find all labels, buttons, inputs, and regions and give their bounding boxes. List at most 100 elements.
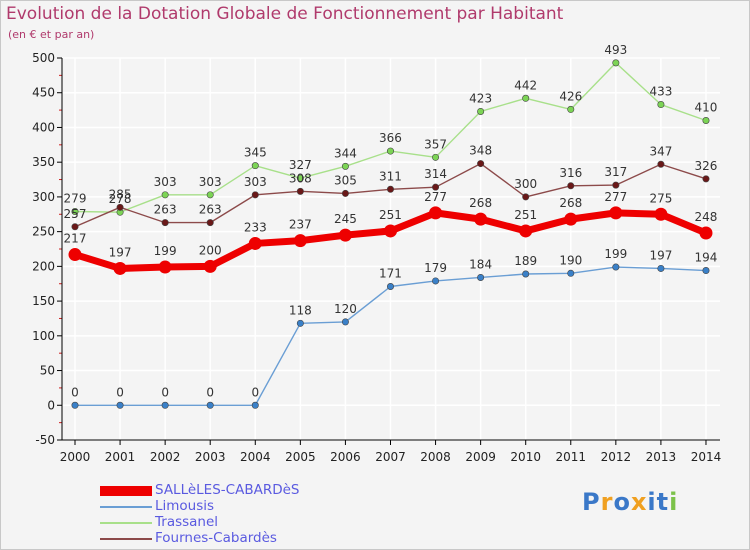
data-label: 199 [604,247,627,261]
data-point [248,236,262,250]
data-point [702,117,710,125]
data-point [206,401,214,409]
legend-label: Trassanel [155,514,219,530]
data-point [567,105,575,113]
y-tick-label: 400 [32,120,55,134]
data-label: 257 [64,207,87,221]
y-tick-label: 450 [32,86,55,100]
x-tick-label: 2000 [60,450,91,464]
legend-label: SALLèLES-CABARDèS [155,482,300,498]
y-tick-label: 50 [40,364,55,378]
data-label: 277 [604,190,627,204]
data-point [161,219,169,227]
data-point [386,147,394,155]
data-label: 194 [695,251,718,265]
data-point [203,259,217,273]
data-label: 278 [109,192,132,206]
data-label: 120 [334,302,357,316]
data-point [341,189,349,197]
logo-letter: i [647,488,657,516]
data-point [702,175,710,183]
data-label: 263 [199,203,222,217]
x-tick-label: 2008 [420,450,451,464]
y-tick-label: 350 [32,155,55,169]
legend-swatch-trassanel [100,522,152,524]
data-label: 197 [649,248,672,262]
data-label: 308 [289,171,312,185]
chart-subtitle: (en € et par an) [8,28,95,41]
data-point [474,212,488,226]
data-point [251,401,259,409]
legend-swatch-fournes [100,538,152,540]
x-tick-label: 2005 [285,450,316,464]
logo-letter: o [613,488,631,516]
data-point [429,206,443,220]
data-label: 245 [334,212,357,226]
data-label: 0 [71,385,79,399]
legend-label: Fournes-Cabardès [155,530,277,546]
x-tick-label: 2012 [601,450,632,464]
y-tick-label: -50 [35,433,55,447]
data-point [296,319,304,327]
data-point [522,270,530,278]
data-label: 217 [64,232,87,246]
data-point [68,248,82,262]
data-label: 233 [244,220,267,234]
data-point [383,224,397,238]
data-point [432,183,440,191]
legend-swatch-limousis [100,506,152,508]
data-label: 303 [154,175,177,189]
data-point [699,226,713,240]
chart-title: Evolution de la Dotation Globale de Fonc… [6,4,564,24]
x-tick-label: 2007 [375,450,406,464]
data-point [477,107,485,115]
data-label: 366 [379,131,402,145]
data-point [564,212,578,226]
logo-letter: P [582,488,601,516]
data-label: 248 [695,210,718,224]
data-point [71,401,79,409]
data-label: 316 [559,166,582,180]
x-tick-label: 2011 [555,450,586,464]
y-tick-label: 0 [47,398,55,412]
y-tick-label: 500 [32,51,55,65]
data-point [338,228,352,242]
x-tick-label: 2004 [240,450,271,464]
logo-letter: r [600,488,614,516]
data-label: 200 [199,243,222,257]
data-point [432,153,440,161]
data-label: 0 [116,385,124,399]
data-label: 410 [695,101,718,115]
data-label: 268 [559,196,582,210]
data-label: 433 [649,85,672,99]
data-point [612,59,620,67]
data-label: 303 [244,175,267,189]
data-label: 357 [424,137,447,151]
data-label: 423 [469,91,492,105]
data-label: 268 [469,196,492,210]
logo-letter: t [656,488,670,516]
data-point [657,264,665,272]
y-tick-label: 150 [32,294,55,308]
data-label: 199 [154,244,177,258]
legend-swatch-salleles [100,486,152,496]
x-tick-label: 2001 [105,450,136,464]
data-label: 327 [289,158,312,172]
data-label: 251 [379,208,402,222]
data-label: 493 [604,43,627,57]
data-point [477,273,485,281]
data-point [612,181,620,189]
data-point [341,162,349,170]
data-point [296,174,304,182]
data-point [702,267,710,275]
data-point [293,234,307,248]
data-point [206,191,214,199]
data-point [71,223,79,231]
data-point [113,261,127,275]
data-label: 311 [379,169,402,183]
data-point [657,160,665,168]
data-point [206,219,214,227]
data-point [386,283,394,291]
data-point [341,318,349,326]
y-tick-label: 200 [32,259,55,273]
